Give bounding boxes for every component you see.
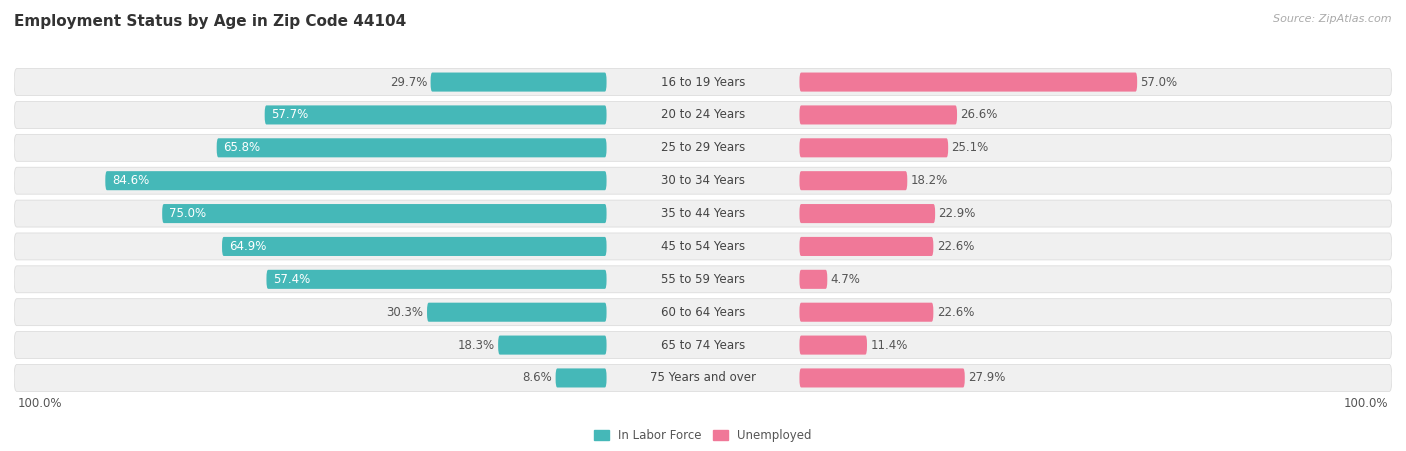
Text: 18.3%: 18.3%	[457, 339, 495, 352]
Legend: In Labor Force, Unemployed: In Labor Force, Unemployed	[591, 426, 815, 446]
Text: 18.2%: 18.2%	[911, 174, 948, 187]
Text: 45 to 54 Years: 45 to 54 Years	[661, 240, 745, 253]
Text: 55 to 59 Years: 55 to 59 Years	[661, 273, 745, 286]
Text: 65 to 74 Years: 65 to 74 Years	[661, 339, 745, 352]
Text: 65.8%: 65.8%	[224, 141, 260, 154]
FancyBboxPatch shape	[264, 106, 606, 124]
FancyBboxPatch shape	[14, 134, 1392, 161]
FancyBboxPatch shape	[800, 368, 965, 387]
FancyBboxPatch shape	[800, 138, 948, 157]
FancyBboxPatch shape	[14, 331, 1392, 359]
FancyBboxPatch shape	[498, 336, 606, 354]
Text: 26.6%: 26.6%	[960, 108, 998, 121]
Text: 100.0%: 100.0%	[17, 397, 62, 410]
FancyBboxPatch shape	[14, 364, 1392, 391]
Text: 57.0%: 57.0%	[1140, 76, 1178, 88]
Text: 84.6%: 84.6%	[112, 174, 149, 187]
FancyBboxPatch shape	[222, 237, 606, 256]
FancyBboxPatch shape	[800, 204, 935, 223]
Text: 22.9%: 22.9%	[939, 207, 976, 220]
FancyBboxPatch shape	[800, 106, 957, 124]
Text: 30 to 34 Years: 30 to 34 Years	[661, 174, 745, 187]
FancyBboxPatch shape	[14, 167, 1392, 194]
Text: 60 to 64 Years: 60 to 64 Years	[661, 306, 745, 319]
FancyBboxPatch shape	[14, 101, 1392, 129]
Text: 27.9%: 27.9%	[969, 372, 1005, 384]
FancyBboxPatch shape	[427, 303, 606, 322]
FancyBboxPatch shape	[14, 69, 1392, 96]
Text: 57.4%: 57.4%	[273, 273, 311, 286]
Text: 35 to 44 Years: 35 to 44 Years	[661, 207, 745, 220]
Text: 11.4%: 11.4%	[870, 339, 908, 352]
FancyBboxPatch shape	[162, 204, 606, 223]
Text: 22.6%: 22.6%	[936, 240, 974, 253]
FancyBboxPatch shape	[555, 368, 606, 387]
Text: 25 to 29 Years: 25 to 29 Years	[661, 141, 745, 154]
FancyBboxPatch shape	[800, 73, 1137, 92]
Text: 4.7%: 4.7%	[831, 273, 860, 286]
FancyBboxPatch shape	[800, 270, 827, 289]
FancyBboxPatch shape	[14, 299, 1392, 326]
FancyBboxPatch shape	[800, 171, 907, 190]
FancyBboxPatch shape	[430, 73, 606, 92]
FancyBboxPatch shape	[14, 233, 1392, 260]
FancyBboxPatch shape	[800, 237, 934, 256]
Text: 30.3%: 30.3%	[387, 306, 423, 319]
FancyBboxPatch shape	[14, 200, 1392, 227]
Text: 20 to 24 Years: 20 to 24 Years	[661, 108, 745, 121]
Text: Employment Status by Age in Zip Code 44104: Employment Status by Age in Zip Code 441…	[14, 14, 406, 28]
Text: 25.1%: 25.1%	[952, 141, 988, 154]
FancyBboxPatch shape	[267, 270, 606, 289]
Text: 8.6%: 8.6%	[523, 372, 553, 384]
Text: 57.7%: 57.7%	[271, 108, 309, 121]
Text: 16 to 19 Years: 16 to 19 Years	[661, 76, 745, 88]
Text: 22.6%: 22.6%	[936, 306, 974, 319]
FancyBboxPatch shape	[105, 171, 606, 190]
Text: 64.9%: 64.9%	[229, 240, 266, 253]
Text: 29.7%: 29.7%	[389, 76, 427, 88]
Text: 100.0%: 100.0%	[1344, 397, 1389, 410]
Text: 75.0%: 75.0%	[169, 207, 207, 220]
Text: 75 Years and over: 75 Years and over	[650, 372, 756, 384]
FancyBboxPatch shape	[800, 336, 868, 354]
Text: Source: ZipAtlas.com: Source: ZipAtlas.com	[1274, 14, 1392, 23]
FancyBboxPatch shape	[800, 303, 934, 322]
FancyBboxPatch shape	[14, 266, 1392, 293]
FancyBboxPatch shape	[217, 138, 606, 157]
